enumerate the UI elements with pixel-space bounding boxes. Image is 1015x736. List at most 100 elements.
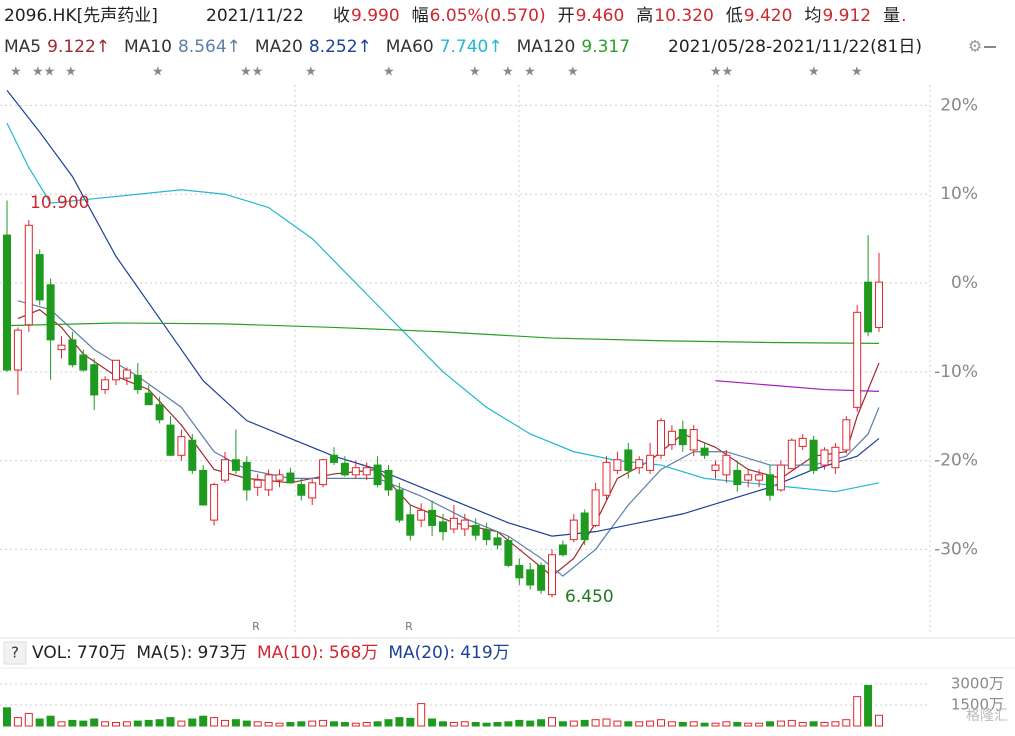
svg-text:★: ★ bbox=[10, 65, 22, 80]
candle-body bbox=[776, 464, 785, 491]
item-label: 高 bbox=[636, 6, 653, 26]
candle-body bbox=[831, 446, 840, 469]
legend-name: MA120 bbox=[517, 37, 576, 57]
item-value: 6.05%(0.570) bbox=[430, 6, 546, 26]
volume-bar bbox=[755, 722, 764, 727]
date: 2021/11/22 bbox=[206, 6, 304, 26]
volume-bar bbox=[798, 722, 807, 727]
volume-bar bbox=[482, 722, 491, 727]
help-box[interactable] bbox=[3, 641, 27, 665]
candle-body bbox=[526, 569, 535, 586]
candle-body bbox=[602, 461, 611, 496]
svg-text:★★: ★★ bbox=[32, 65, 55, 80]
volume-bar bbox=[330, 721, 338, 727]
volume-bar bbox=[809, 721, 818, 727]
volume-bar bbox=[275, 722, 284, 727]
vertical-grid bbox=[294, 85, 931, 632]
legend-name: MA20 bbox=[255, 37, 303, 57]
svg-text:★: ★ bbox=[808, 65, 820, 80]
candle-body bbox=[199, 469, 208, 506]
volume-bar bbox=[340, 722, 349, 727]
svg-text:★: ★ bbox=[851, 65, 863, 80]
candle-body bbox=[297, 484, 306, 496]
legend-value: 9.122↑ bbox=[47, 37, 110, 57]
ma-line bbox=[6, 322, 880, 345]
volume-bar bbox=[373, 721, 382, 727]
candle-body bbox=[188, 439, 197, 471]
price-panel: 20% 10% 0% -10% -20% -30% bbox=[0, 89, 978, 598]
vol-value: 770万 bbox=[77, 643, 126, 663]
rights-marker: R bbox=[252, 620, 260, 633]
quote-items: 收 9.990 幅 6.05%(0.570) 开 9.460 高 10.320 低 9.420 均 9… bbox=[333, 6, 907, 26]
vol-label: VOL: bbox=[32, 643, 72, 663]
volume-bar bbox=[471, 722, 480, 727]
volume-bar bbox=[842, 719, 851, 727]
volume-bar bbox=[417, 703, 426, 727]
item-label: 开 bbox=[558, 6, 575, 26]
candle-body bbox=[3, 234, 11, 371]
candle-body bbox=[101, 379, 110, 391]
volume-bar bbox=[569, 720, 578, 727]
candle-body bbox=[439, 521, 447, 533]
legend-value: 8.564↑ bbox=[178, 37, 241, 57]
volume-bar bbox=[13, 717, 22, 727]
volume-bar bbox=[776, 720, 785, 727]
y-tick-label: 1500万 bbox=[951, 696, 1004, 714]
svg-text:★: ★ bbox=[567, 65, 579, 80]
settings-icon[interactable]: ⚙ bbox=[968, 37, 982, 56]
y-tick-label: -10% bbox=[934, 362, 978, 382]
volume-bar bbox=[439, 721, 447, 727]
volume-bar bbox=[515, 719, 524, 727]
volume-bar bbox=[351, 722, 360, 727]
volume-bar bbox=[362, 722, 371, 727]
vol-label: MA(10): bbox=[257, 643, 324, 663]
candle-body bbox=[13, 329, 22, 371]
candle-body bbox=[177, 436, 186, 456]
volume-bar bbox=[35, 718, 44, 727]
candle-body bbox=[580, 512, 589, 541]
high-annotation: 10.900 bbox=[30, 193, 89, 213]
candle-body bbox=[853, 311, 862, 408]
volume-bar bbox=[133, 720, 142, 727]
candle-body bbox=[133, 374, 142, 391]
item-label: 低 bbox=[726, 6, 743, 26]
candle-body bbox=[766, 474, 774, 496]
volume-bar bbox=[46, 715, 55, 727]
candle-body bbox=[417, 509, 426, 521]
volume-bar bbox=[733, 722, 742, 727]
volume-bar bbox=[221, 719, 229, 727]
legend-name: MA5 bbox=[4, 37, 41, 57]
candle-body bbox=[744, 474, 753, 481]
candle-body bbox=[809, 439, 818, 471]
svg-text:★: ★ bbox=[305, 65, 317, 80]
volume-bar bbox=[308, 720, 317, 727]
candle-body bbox=[537, 564, 546, 591]
candle-body bbox=[68, 339, 77, 366]
vol-value: 419万 bbox=[460, 643, 509, 663]
volume-bar bbox=[831, 721, 840, 727]
svg-text:★: ★ bbox=[152, 65, 164, 80]
candle-body bbox=[711, 464, 720, 471]
volume-bar bbox=[657, 719, 665, 727]
volume-bar bbox=[384, 719, 393, 727]
volume-bar bbox=[766, 721, 774, 727]
vol-value: 568万 bbox=[329, 643, 378, 663]
candle-body bbox=[667, 430, 676, 446]
candle-body bbox=[504, 540, 513, 566]
volume-bar bbox=[853, 696, 862, 727]
volume-bar bbox=[537, 719, 546, 727]
volume-bar bbox=[602, 718, 611, 727]
candle-body bbox=[428, 509, 437, 526]
candle-body bbox=[864, 281, 873, 333]
candle-body bbox=[798, 437, 807, 447]
candle-body bbox=[275, 474, 284, 481]
help[interactable]: ? bbox=[11, 644, 19, 662]
volume-bar bbox=[711, 722, 720, 727]
candle-body bbox=[613, 459, 622, 471]
candle-body bbox=[231, 459, 240, 471]
item-value: 10.320 bbox=[654, 6, 713, 26]
svg-text:★★: ★★ bbox=[240, 65, 263, 80]
volume-bar bbox=[166, 717, 175, 727]
